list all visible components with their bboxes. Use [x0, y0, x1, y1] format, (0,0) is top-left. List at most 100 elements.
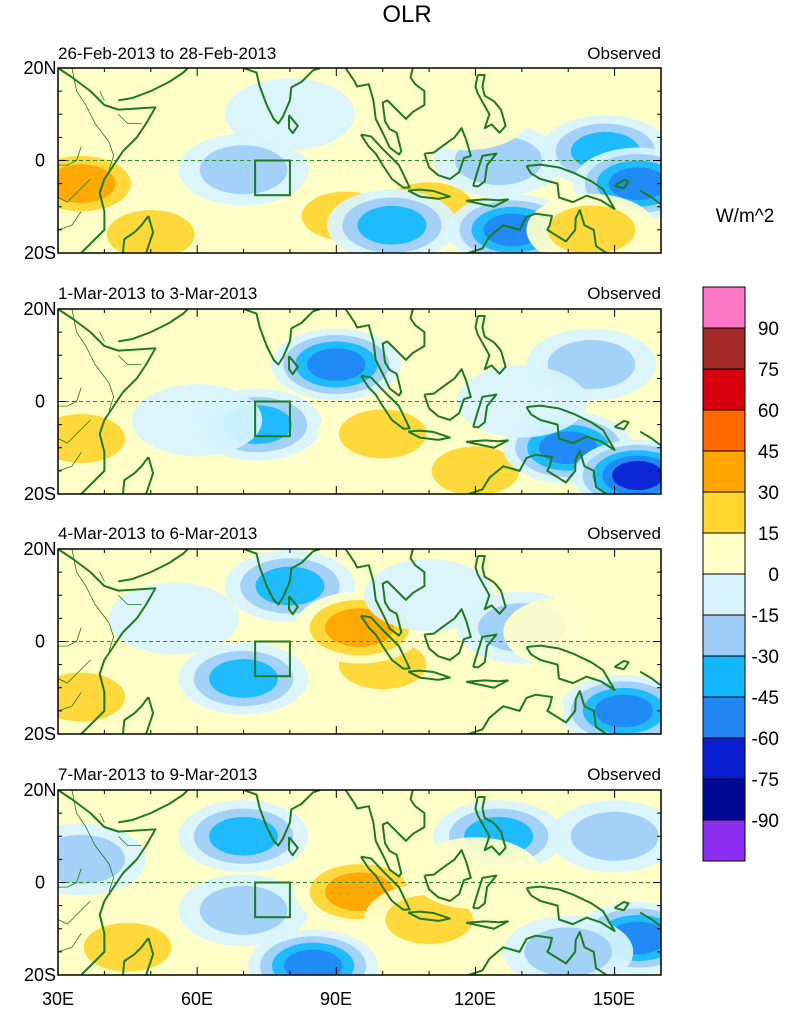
country-border [71, 309, 115, 411]
map-field [58, 790, 661, 975]
anomaly-contour [547, 205, 636, 253]
colorbar-label: -45 [752, 688, 779, 709]
coastline [423, 849, 472, 902]
coastline [344, 549, 426, 637]
coastline [472, 633, 498, 669]
coastline [465, 679, 509, 689]
coastline [614, 900, 630, 912]
coastline [465, 439, 509, 449]
anomaly-contour [58, 164, 116, 203]
region-box [254, 400, 291, 438]
coastline [145, 215, 155, 253]
colorbar-label: -30 [752, 647, 779, 668]
colorbar-swatch [702, 327, 746, 370]
colorbar-swatch [702, 778, 746, 821]
coastline [243, 309, 321, 366]
country-border [118, 113, 142, 124]
coastline [614, 178, 630, 190]
anomaly-contour [410, 837, 541, 910]
coastline [360, 374, 411, 430]
country-border [118, 354, 142, 365]
colorbar-label: -60 [752, 729, 779, 750]
coastline [465, 920, 509, 930]
anomaly-contour [58, 672, 126, 722]
country-border [99, 90, 105, 101]
coastline [423, 608, 472, 661]
map-panel-2: 1-Mar-2013 to 3-Mar-2013 Observed 20N 0 20… [23, 284, 662, 504]
anomaly-contour [108, 582, 239, 655]
coastline [465, 198, 509, 208]
coastline [58, 68, 157, 253]
coastline [121, 696, 150, 734]
coastline [639, 189, 661, 206]
coastline [465, 689, 609, 734]
colorbar-label: 90 [758, 319, 779, 340]
lat-label: 20N [23, 539, 56, 559]
coastline [121, 456, 150, 494]
coastline [407, 429, 451, 441]
colorbar-label: 75 [758, 360, 779, 381]
coastline [360, 855, 411, 911]
anomaly-contour [58, 834, 126, 884]
coastline [465, 208, 609, 253]
country-border [58, 692, 82, 712]
coastline [243, 549, 321, 606]
panel-label: Observed [587, 284, 661, 303]
region-box [254, 159, 291, 197]
units-label: W/m^2 [716, 206, 775, 227]
coastline [474, 73, 507, 134]
coastline [58, 549, 157, 734]
colorbar-label: 0 [768, 565, 779, 586]
country-border [118, 835, 142, 846]
coastline [145, 456, 155, 494]
anomaly-contour [209, 659, 278, 698]
colorbar-swatch [702, 737, 746, 780]
anomaly-contour [547, 340, 636, 389]
coastline [118, 549, 189, 583]
coastline [58, 790, 157, 975]
coastline [423, 368, 472, 421]
colorbar-label: -75 [752, 770, 779, 791]
panel-period: 1-Mar-2013 to 3-Mar-2013 [58, 284, 257, 303]
coastline [145, 696, 155, 734]
colorbar-swatch [702, 655, 746, 698]
coastline [639, 430, 661, 447]
anomaly-contour [431, 446, 520, 494]
coastline [243, 790, 321, 847]
country-border [58, 419, 91, 444]
lat-label: 0 [35, 151, 45, 171]
anomaly-contour [608, 167, 661, 201]
colorbar-swatch [702, 614, 746, 657]
coastline [118, 790, 189, 824]
lon-label: 60E [181, 989, 213, 1009]
coastline [465, 449, 609, 494]
lat-label: 0 [35, 632, 45, 652]
coastline [118, 309, 189, 343]
anomaly-contour [524, 927, 613, 975]
colorbar-swatch [702, 532, 746, 575]
lat-label: 20N [23, 780, 56, 800]
anomaly-contour [209, 816, 278, 856]
anomaly-contour [612, 460, 661, 491]
coastline [472, 152, 498, 188]
panel-label: Observed [587, 765, 661, 784]
lat-label: 20S [24, 243, 56, 263]
colorbar-swatch [702, 696, 746, 739]
country-border [71, 68, 115, 170]
anomaly-contour [83, 922, 172, 972]
anomaly-contour [224, 78, 355, 151]
lon-label: 120E [454, 989, 496, 1009]
colorbar-label: -90 [752, 811, 779, 832]
colorbar-label: 15 [758, 524, 779, 545]
anomaly-contour [199, 145, 288, 195]
anomaly-contour [255, 566, 325, 606]
colorbar: 90 75 60 45 30 15 0 -15 -30 -45 -60 -75 -90 [702, 286, 779, 862]
country-border [58, 178, 91, 203]
coastline [145, 937, 155, 975]
coastline [287, 355, 299, 376]
anomaly-contour [433, 674, 564, 734]
coastline [287, 114, 299, 135]
map-field [58, 549, 661, 734]
coastline [121, 937, 150, 975]
country-border [99, 812, 105, 823]
